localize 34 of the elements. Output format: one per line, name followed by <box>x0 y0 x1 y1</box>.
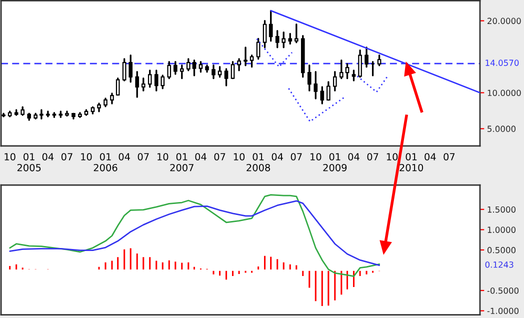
x-tick-label: 10 <box>386 153 398 160</box>
x-tick-label: 07 <box>367 153 378 160</box>
x-tick-label: 04 <box>348 153 360 160</box>
x-tick-label: 07 <box>214 153 226 160</box>
text: 0.1243 <box>485 261 514 268</box>
x-tick-label: 10 <box>158 153 168 160</box>
x-tick-label: 07 <box>61 153 72 160</box>
x-tick-label: 01 2010 <box>400 153 424 172</box>
x-tick-label: 04 <box>195 153 206 160</box>
y-tick-label: 1.5000 <box>488 206 516 213</box>
x-tick-label: 01 2005 <box>17 153 41 172</box>
x-tick-label: 01 2006 <box>94 153 118 172</box>
y-tick-label: 5.0000 <box>488 126 516 132</box>
y-tick-label: 20.0000 <box>488 18 521 24</box>
y-tick-label: -1.0000 <box>487 308 519 314</box>
x-tick-label: 01 2009 <box>323 153 347 172</box>
x-tick-label: 07 <box>138 153 149 160</box>
x-tick-label: 10 <box>81 153 92 160</box>
x-tick-label: 01 2007 <box>170 153 194 172</box>
y-tick-label: -0.5000 <box>487 287 519 294</box>
x-tick-label: 01 2008 <box>246 153 270 172</box>
x-tick-label: 07 <box>290 153 302 160</box>
x-tick-label: 10 <box>310 153 322 160</box>
y-tick-label: 1.0000 <box>488 226 516 233</box>
x-tick-label: 04 <box>424 153 436 160</box>
x-tick-label: 04 <box>42 153 54 160</box>
x-tick-label: 04 <box>272 153 283 160</box>
x-tick-label: 10 <box>4 153 16 160</box>
ref-line-label: 14.0570 <box>486 60 519 66</box>
x-tick-label: 04 <box>118 153 130 160</box>
y-tick-label: 0.5000 <box>487 246 516 254</box>
x-tick-label: 07 <box>444 153 455 160</box>
y-tick-label: 10.0000 <box>488 90 521 96</box>
x-tick-label: 10 <box>234 153 245 160</box>
